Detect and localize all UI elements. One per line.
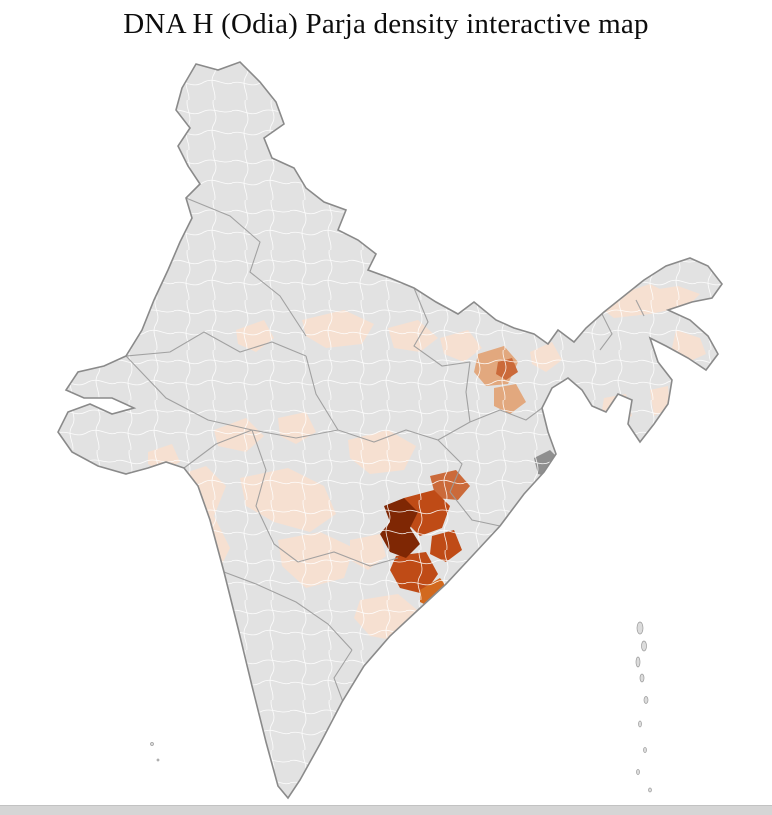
district-boundaries-overlay (58, 62, 722, 798)
bottom-partial-bar (0, 805, 772, 815)
island-districts[interactable] (150, 621, 652, 793)
page-title: DNA H (Odia) Parja density interactive m… (123, 8, 649, 40)
india-outline (57, 61, 723, 800)
